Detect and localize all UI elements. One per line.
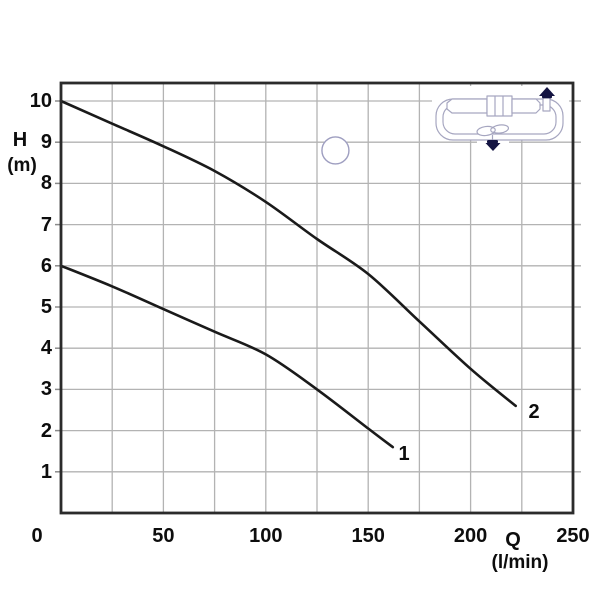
x-axis-title: Q (505, 529, 521, 551)
pump-curves (59, 99, 517, 449)
grid-lines (61, 83, 573, 513)
x-tick-label: 250 (556, 525, 590, 547)
y-tick-label: 6 (40, 254, 52, 277)
x-tick-label: 100 (249, 525, 283, 547)
plot-border (59, 81, 575, 515)
axis-ticks (55, 100, 581, 473)
marker-circle (321, 136, 350, 165)
pump-curve-2 (59, 99, 517, 408)
x-tick-label: 200 (453, 525, 488, 547)
inlet-arrow-down-icon (485, 143, 501, 151)
y-tick-label: 8 (40, 172, 52, 195)
y-tick-label: 7 (40, 213, 52, 236)
flow-arrows (485, 87, 555, 151)
curve-2-label: 2 (528, 401, 540, 423)
impeller-icon (476, 124, 510, 141)
y-tick-label: 5 (40, 296, 52, 318)
pump-circuit-diagram (432, 86, 569, 154)
pump-body-ribs (494, 96, 504, 116)
pump-body (446, 95, 551, 117)
x-tick-label: 50 (152, 525, 175, 547)
x-tick-label: 150 (351, 525, 385, 547)
x-tick-label: 0 (31, 525, 43, 547)
y-tick-label: 4 (40, 337, 52, 360)
y-tick-label: 1 (40, 460, 52, 483)
y-tick-label: 2 (40, 419, 52, 442)
y-tick-label: 10 (29, 90, 52, 112)
outlet-arrow-up-icon (539, 87, 555, 96)
y-tick-label: 9 (40, 131, 52, 154)
y-axis-title: H (12, 129, 28, 151)
y-axis-unit: (m) (7, 155, 37, 176)
curve-1-label: 1 (398, 443, 410, 465)
pump-curve-1 (59, 264, 395, 449)
x-axis-unit: (l/min) (491, 552, 549, 573)
y-tick-label: 3 (40, 378, 52, 401)
